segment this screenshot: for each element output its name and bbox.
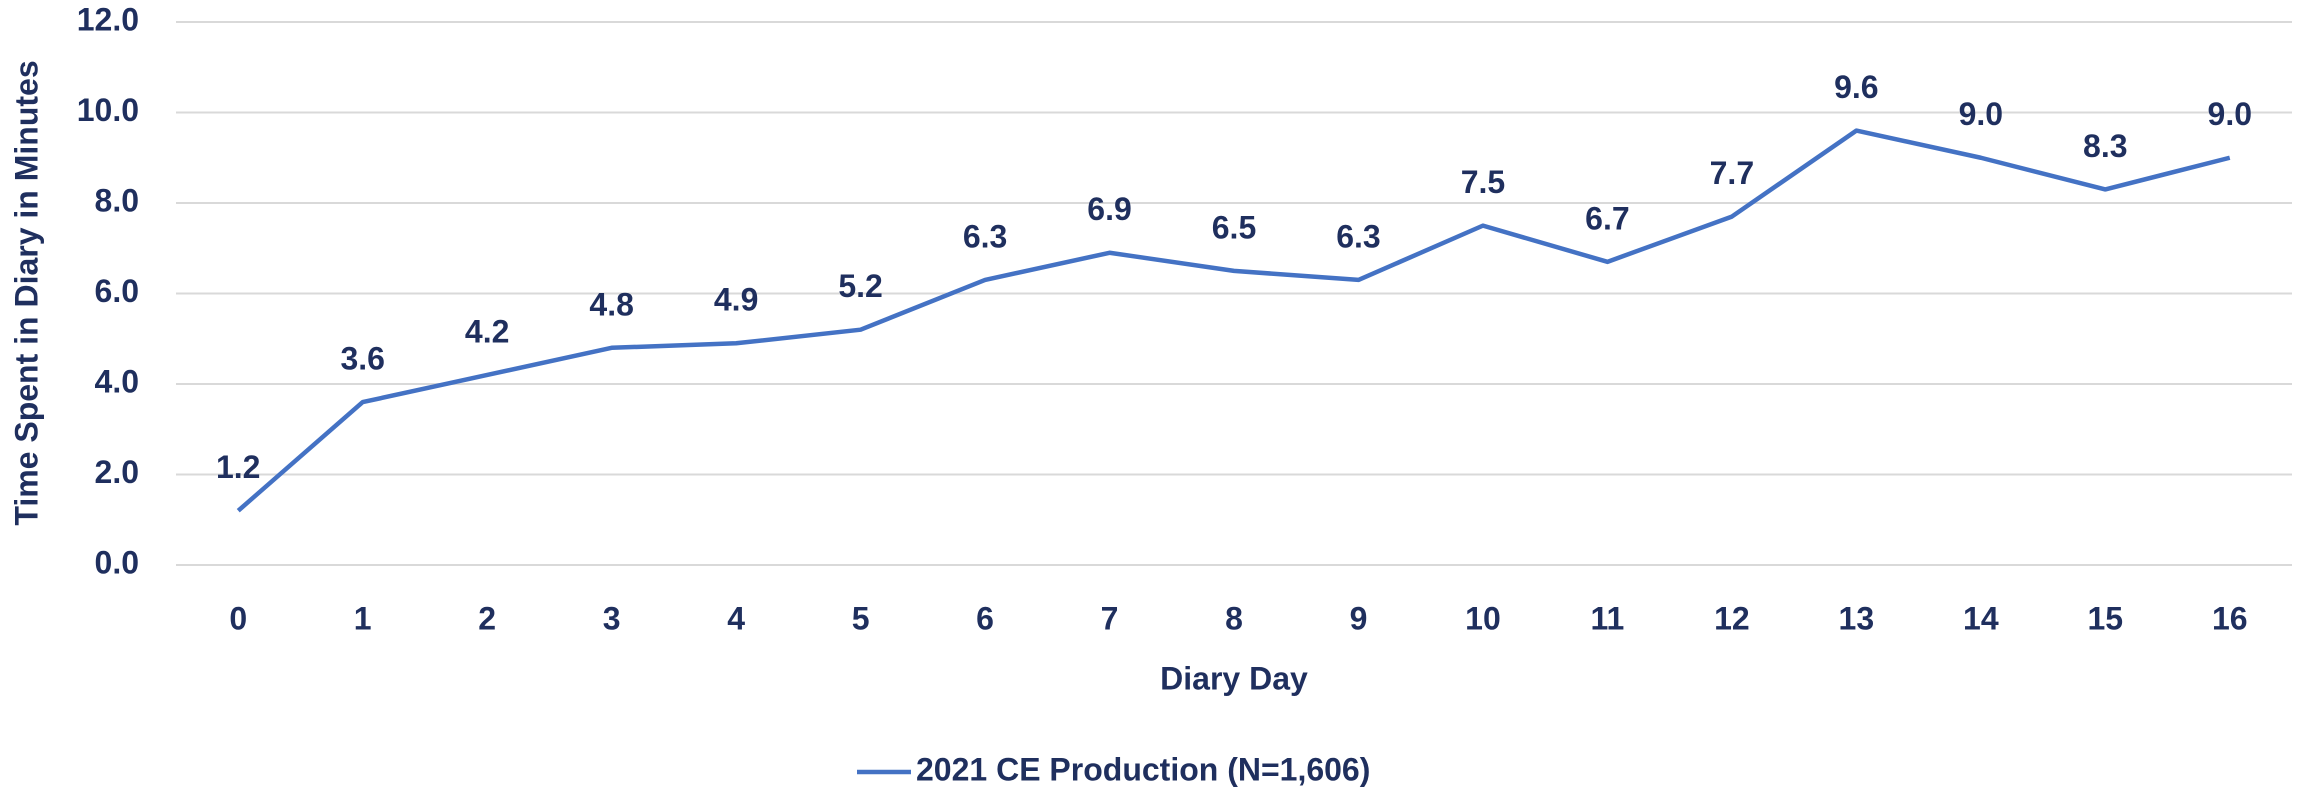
x-tick-label: 5 [852, 600, 870, 636]
data-label: 6.3 [1336, 218, 1380, 254]
x-tick-label: 10 [1465, 600, 1501, 636]
x-axis-title: Diary Day [1160, 660, 1308, 696]
data-label: 4.9 [714, 282, 758, 318]
y-tick-label: 0.0 [95, 544, 139, 580]
data-label: 9.6 [1834, 69, 1878, 105]
y-tick-label: 10.0 [77, 92, 139, 128]
y-tick-label: 12.0 [77, 1, 139, 37]
line-series [236, 128, 2231, 513]
data-label: 8.3 [2083, 128, 2127, 164]
x-tick-label: 14 [1963, 600, 1999, 636]
data-label: 6.7 [1585, 200, 1629, 236]
x-tick-label: 1 [354, 600, 372, 636]
data-label: 5.2 [838, 268, 882, 304]
data-label: 1.2 [216, 449, 260, 485]
data-label: 4.2 [465, 313, 509, 349]
data-label: 7.7 [1710, 155, 1754, 191]
x-tick-label: 9 [1350, 600, 1368, 636]
x-tick-label: 0 [229, 600, 247, 636]
y-tick-label: 8.0 [95, 182, 139, 218]
legend-label: 2021 CE Production (N=1,606) [916, 751, 1370, 787]
y-tick-label: 4.0 [95, 363, 139, 399]
x-tick-label: 4 [727, 600, 745, 636]
data-label: 4.8 [589, 286, 633, 322]
data-label: 6.9 [1087, 191, 1131, 227]
x-tick-label: 6 [976, 600, 994, 636]
y-tick-label: 6.0 [95, 273, 139, 309]
data-label: 9.0 [1959, 96, 2003, 132]
x-tick-label: 2 [478, 600, 496, 636]
data-label: 6.5 [1212, 209, 1256, 245]
x-tick-label: 11 [1590, 600, 1624, 636]
x-tick-label: 15 [2087, 600, 2123, 636]
x-tick-label: 7 [1101, 600, 1119, 636]
x-tick-label: 8 [1225, 600, 1243, 636]
data-label: 3.6 [340, 341, 384, 377]
data-label: 6.3 [963, 218, 1007, 254]
data-label: 7.5 [1461, 164, 1505, 200]
y-tick-label: 2.0 [95, 454, 139, 490]
x-tick-label: 16 [2212, 600, 2248, 636]
x-tick-label: 12 [1714, 600, 1750, 636]
x-tick-label: 3 [603, 600, 621, 636]
data-label: 9.0 [2208, 96, 2252, 132]
y-axis-title: Time Spent in Diary in Minutes [8, 60, 44, 525]
x-tick-label: 13 [1839, 600, 1875, 636]
